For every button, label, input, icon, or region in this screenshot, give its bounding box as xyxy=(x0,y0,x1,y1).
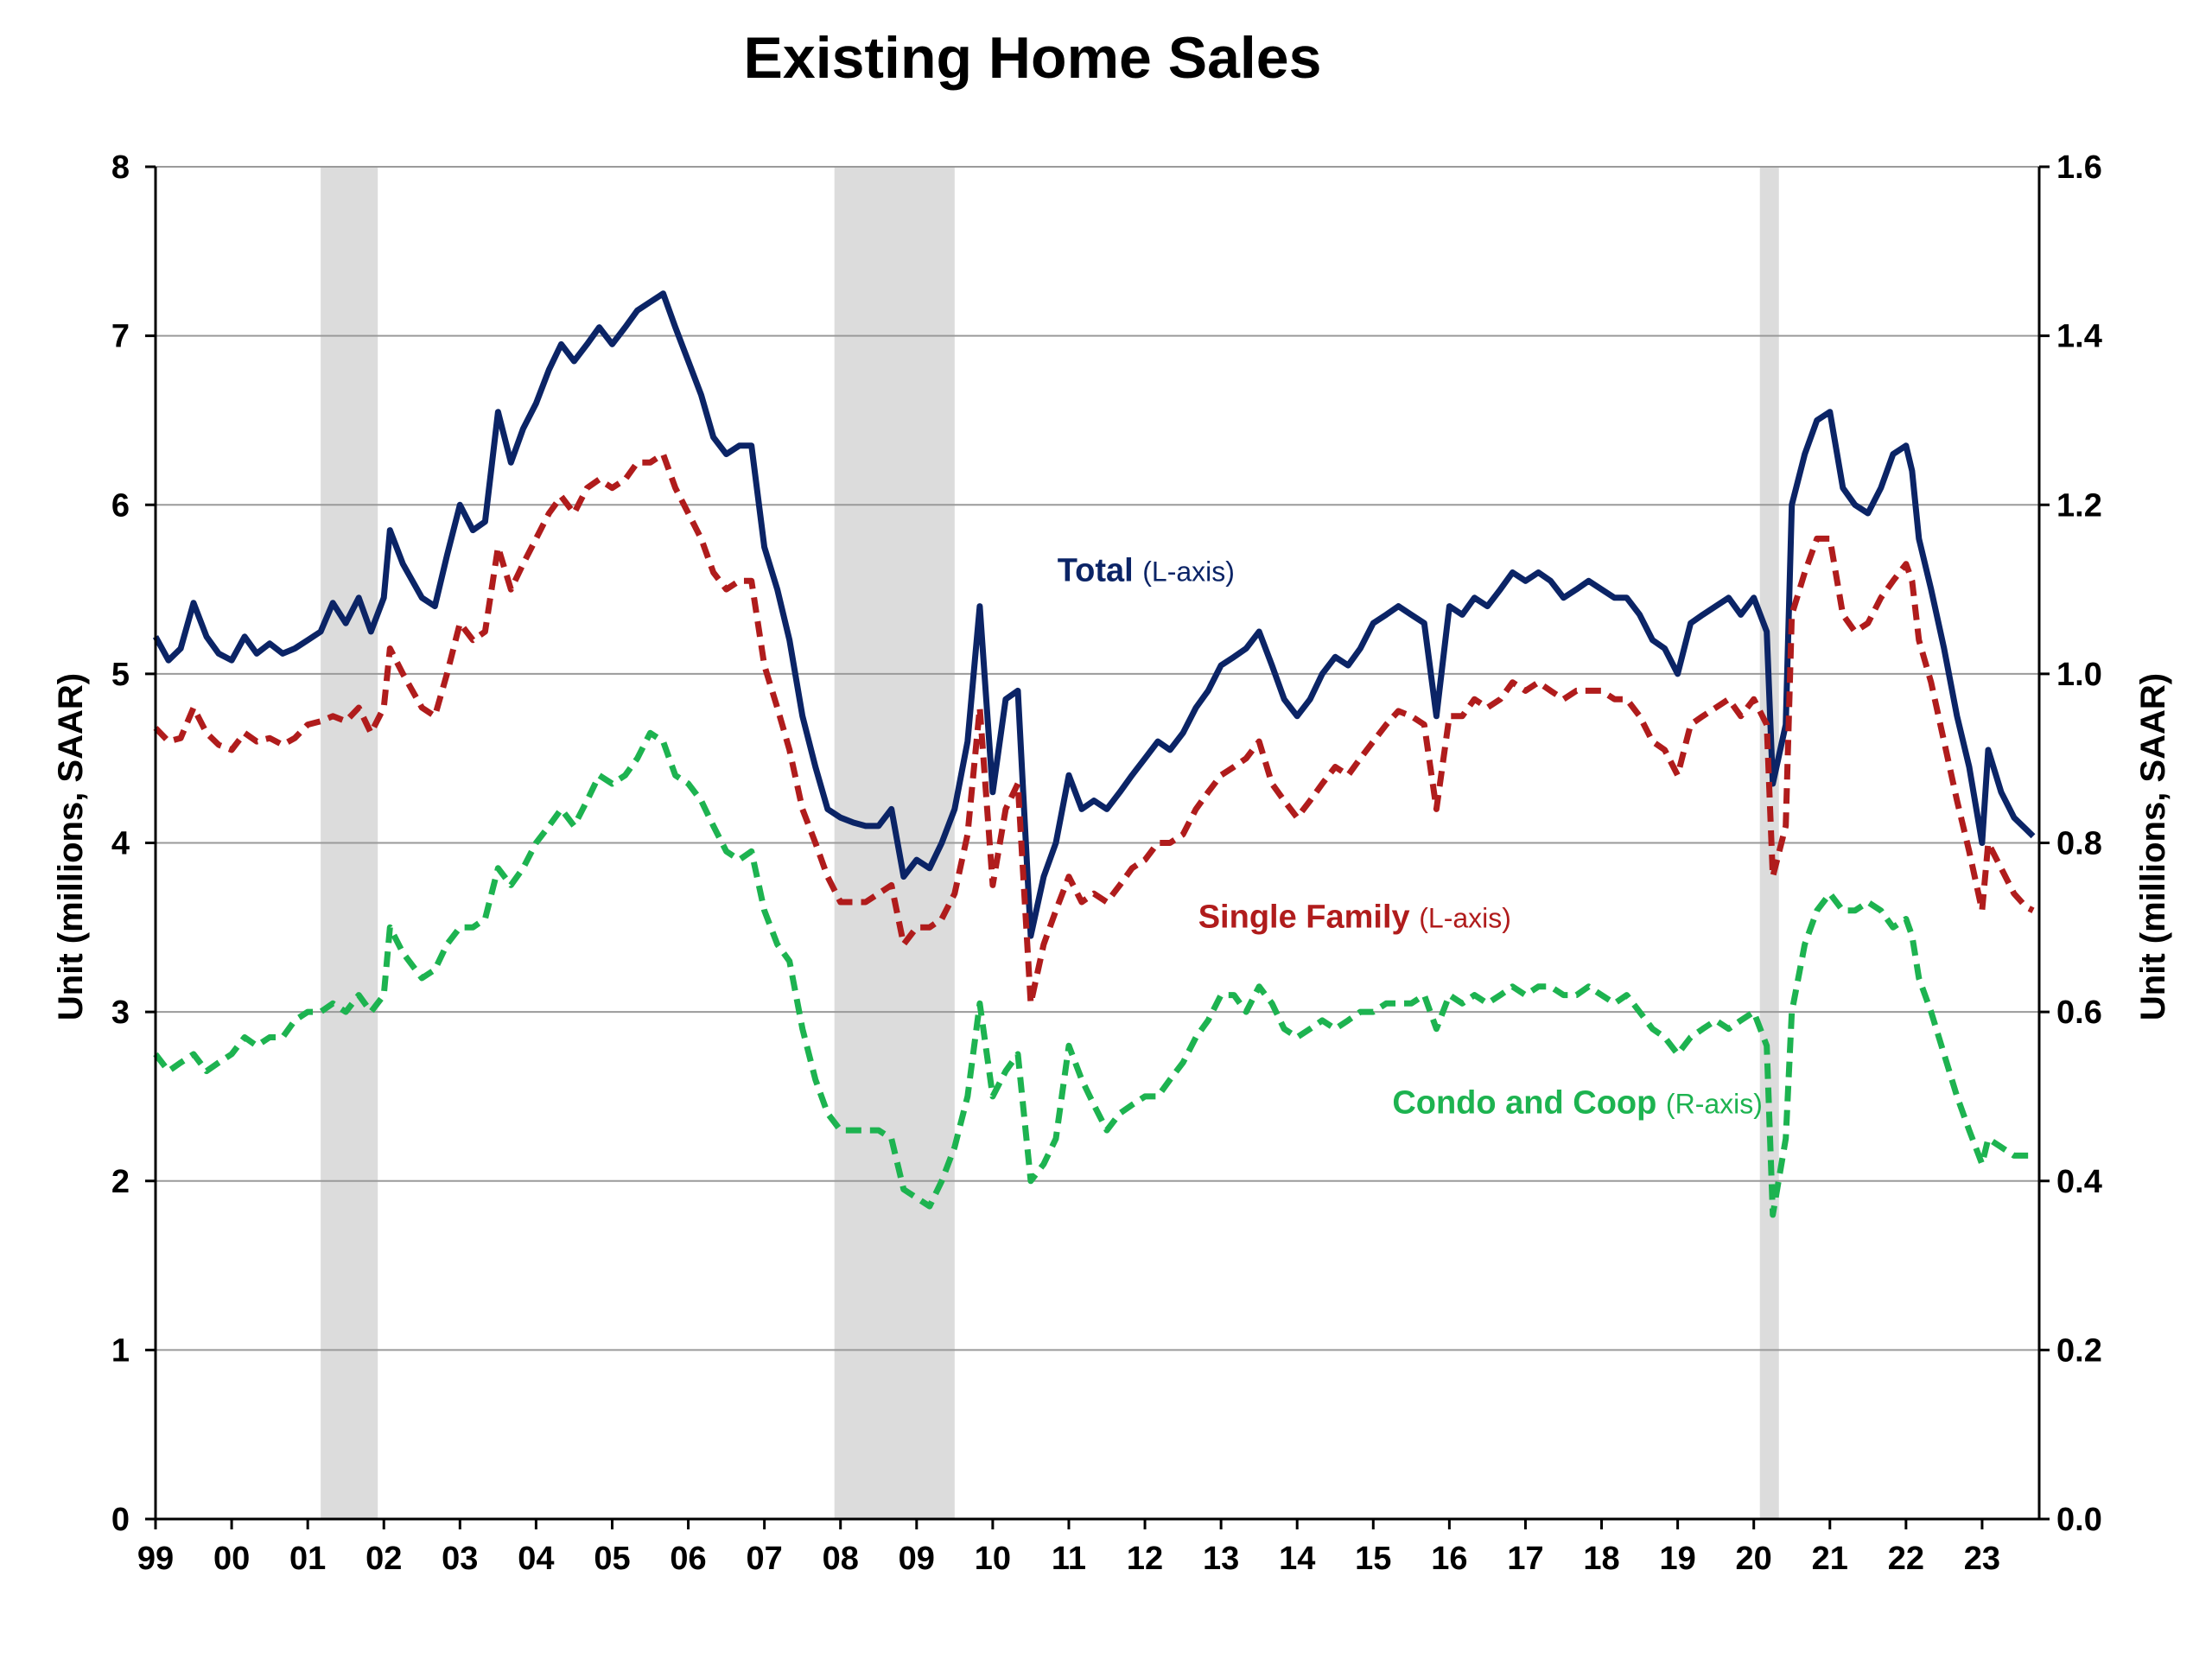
y-tick-right-label: 0.8 xyxy=(2056,826,2102,862)
x-tick-label: 18 xyxy=(1583,1541,1619,1577)
y-tick-right-label: 0.0 xyxy=(2056,1502,2102,1538)
x-tick-label: 10 xyxy=(975,1541,1011,1577)
x-tick-label: 07 xyxy=(747,1541,783,1577)
series-labels: Total (L-axis)Single Family (L-axis)Cond… xyxy=(1058,552,1763,1121)
y-tick-left-label: 7 xyxy=(111,319,130,355)
series-label-axis-note: (L-axis) xyxy=(1419,902,1511,933)
y-tick-right-label: 1.6 xyxy=(2056,149,2102,186)
series-label-name: Condo and Coop xyxy=(1392,1085,1666,1122)
x-tick-label: 16 xyxy=(1431,1541,1467,1577)
series-label-axis-note: (L-axis) xyxy=(1142,556,1235,587)
x-tick-label: 19 xyxy=(1659,1541,1695,1577)
y-tick-left-label: 4 xyxy=(111,826,130,862)
y-tick-left-label: 8 xyxy=(111,149,130,186)
x-tick-label: 12 xyxy=(1127,1541,1163,1577)
series-label-single-family: Single Family (L-axis) xyxy=(1198,899,1511,935)
x-tick-label: 04 xyxy=(518,1541,554,1577)
x-tick-label: 15 xyxy=(1355,1541,1391,1577)
x-tick-label: 14 xyxy=(1279,1541,1315,1577)
x-tick-label: 03 xyxy=(442,1541,478,1577)
y-axis-right-label: Unit (millions, SAAR) xyxy=(2134,673,2172,1020)
x-tick-label: 17 xyxy=(1507,1541,1543,1577)
series-label-name: Total xyxy=(1058,552,1143,588)
y-tick-left-label: 5 xyxy=(111,657,130,693)
chart-title: Existing Home Sales xyxy=(744,25,1322,91)
gridlines xyxy=(156,166,2039,1351)
y-tick-right-label: 1.0 xyxy=(2056,657,2102,693)
y-tick-left-label: 6 xyxy=(111,487,130,524)
y-tick-left-label: 1 xyxy=(111,1332,130,1369)
x-tick-label: 13 xyxy=(1203,1541,1239,1577)
series-lines xyxy=(152,290,2036,1218)
series-line-condo-and-coop xyxy=(153,729,2033,1218)
x-tick-label: 01 xyxy=(289,1541,326,1577)
y-tick-right-label: 0.4 xyxy=(2056,1164,2102,1200)
series-label-name: Single Family xyxy=(1198,899,1420,935)
series-label-total: Total (L-axis) xyxy=(1058,552,1235,588)
y-tick-left-label: 3 xyxy=(111,995,130,1031)
series-line-single-family xyxy=(153,451,2035,1007)
x-tick-label: 05 xyxy=(594,1541,630,1577)
series-line-total xyxy=(152,290,2036,939)
y-tick-right-label: 0.6 xyxy=(2056,995,2102,1031)
y-tick-right-label: 0.2 xyxy=(2056,1332,2102,1369)
x-tick-label: 00 xyxy=(213,1541,250,1577)
x-tick-label: 09 xyxy=(899,1541,935,1577)
series-label-axis-note: (R-axis) xyxy=(1666,1089,1763,1120)
series-label-condo-and-coop: Condo and Coop (R-axis) xyxy=(1392,1085,1763,1122)
x-tick-label: 02 xyxy=(365,1541,402,1577)
y-tick-right-label: 1.2 xyxy=(2056,487,2102,524)
x-tick-label: 99 xyxy=(137,1541,174,1577)
y-tick-left-label: 2 xyxy=(111,1164,130,1200)
x-tick-label: 11 xyxy=(1052,1541,1086,1577)
y-tick-right-label: 1.4 xyxy=(2056,319,2102,355)
x-tick-label: 08 xyxy=(823,1541,859,1577)
x-tick-label: 20 xyxy=(1736,1541,1772,1577)
x-tick-label: 23 xyxy=(1964,1541,2000,1577)
x-tick-label: 21 xyxy=(1812,1541,1848,1577)
x-tick-label: 22 xyxy=(1888,1541,1924,1577)
y-axis-left-label: Unit (millions, SAAR) xyxy=(52,673,90,1020)
x-tick-label: 06 xyxy=(670,1541,706,1577)
y-tick-left-label: 0 xyxy=(111,1502,130,1538)
